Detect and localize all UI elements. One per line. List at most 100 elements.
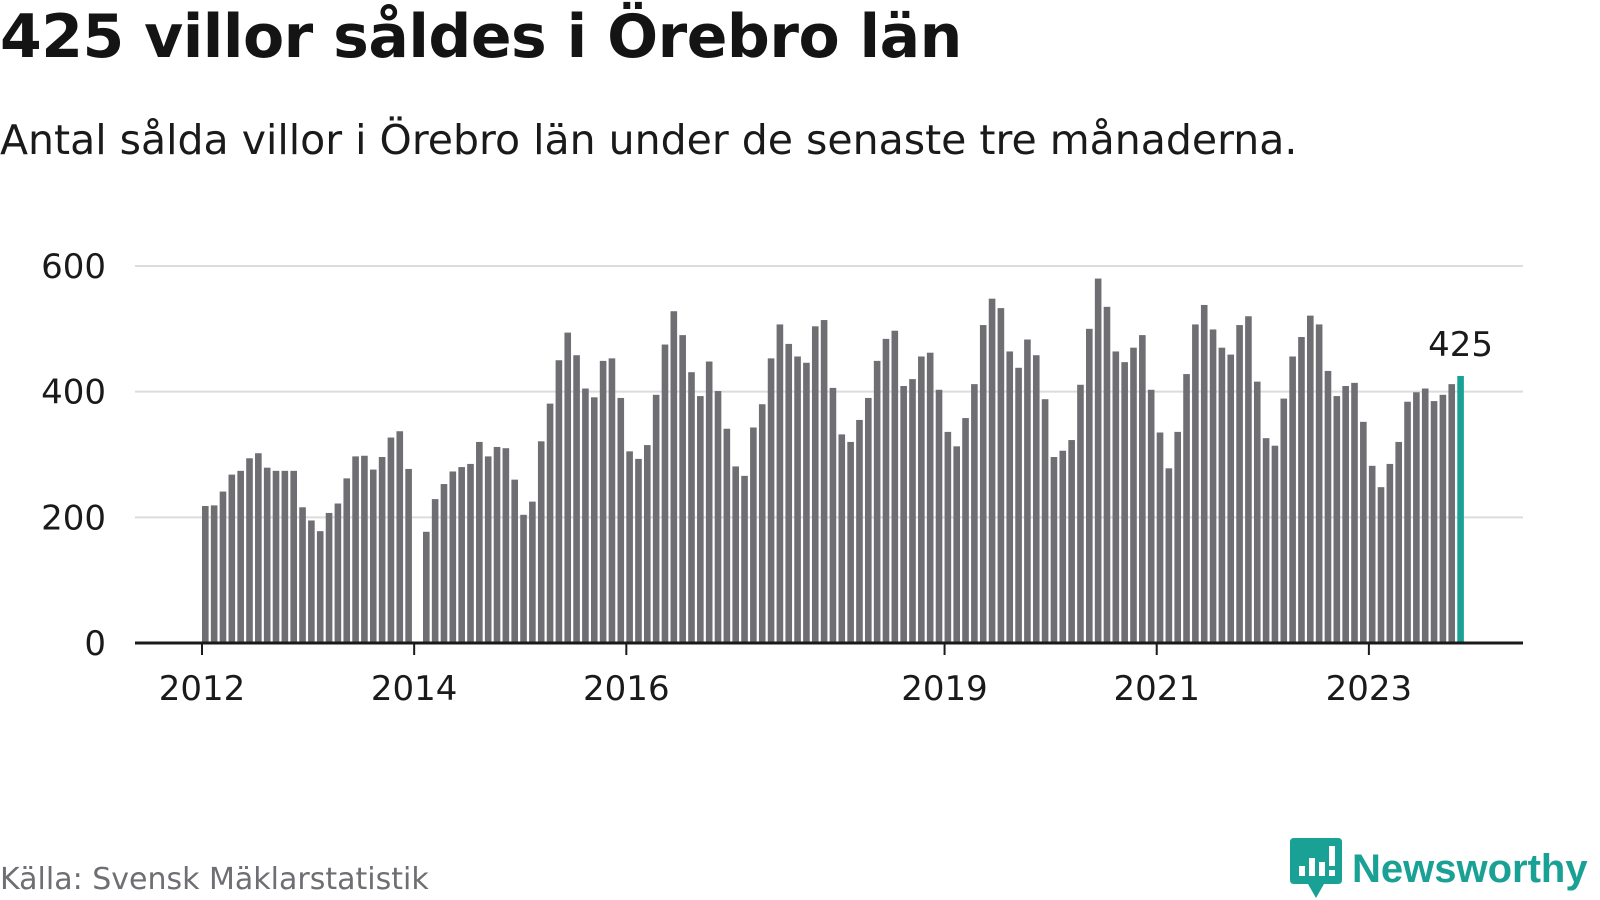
- bar: [272, 470, 280, 643]
- bar: [387, 437, 395, 643]
- y-tick-label: 400: [41, 373, 106, 413]
- bar: [1024, 339, 1031, 643]
- bar: [856, 419, 863, 643]
- bar: [1059, 450, 1067, 643]
- brand-name: Newsworthy: [1352, 846, 1588, 891]
- bar: [1289, 356, 1296, 643]
- bar: [1077, 384, 1084, 643]
- bar: [829, 387, 837, 643]
- bar: [909, 379, 916, 643]
- bar: [1307, 315, 1314, 643]
- bar: [1421, 388, 1429, 643]
- bar: [1156, 432, 1164, 643]
- bar: [1360, 421, 1367, 643]
- bar: [767, 358, 775, 643]
- bar: [316, 531, 324, 643]
- bar: [228, 474, 236, 643]
- highlighted-bar: [1457, 375, 1464, 643]
- bar: [1112, 351, 1120, 643]
- bar: [405, 468, 412, 643]
- bar: [423, 531, 430, 643]
- bar: [820, 320, 828, 643]
- bar: [1333, 396, 1341, 643]
- bar: [1395, 441, 1402, 643]
- bar: [873, 360, 881, 643]
- bar: [811, 326, 819, 643]
- bar: [237, 470, 244, 643]
- bar: [1368, 465, 1376, 643]
- x-tick-label: 2012: [159, 669, 246, 709]
- bar: [1430, 401, 1438, 643]
- bar: [458, 467, 465, 643]
- bar: [334, 503, 342, 643]
- x-tick-label: 2016: [583, 669, 670, 709]
- bar: [1139, 335, 1146, 643]
- bar: [529, 501, 536, 643]
- x-tick-label: 2019: [901, 669, 988, 709]
- bar: [1227, 354, 1235, 643]
- bar: [1032, 355, 1040, 643]
- bar: [608, 358, 616, 643]
- highlight-value-label: 425: [1428, 325, 1493, 365]
- bar: [1262, 438, 1270, 643]
- chart-speech-bubble-icon: [1290, 838, 1342, 898]
- bar: [803, 362, 810, 643]
- x-tick-label: 2014: [371, 669, 458, 709]
- bar: [555, 360, 563, 643]
- bar: [484, 456, 492, 643]
- bar: [635, 458, 642, 643]
- bar: [493, 446, 501, 643]
- bar: [281, 470, 289, 643]
- bar: [325, 512, 333, 643]
- bar: [1086, 328, 1093, 643]
- bar: [369, 469, 377, 643]
- bar: [679, 335, 686, 643]
- bar: [1041, 399, 1049, 643]
- bar: [476, 441, 483, 643]
- bar: [1315, 324, 1323, 643]
- bar: [343, 478, 351, 643]
- x-tick-label: 2021: [1113, 669, 1200, 709]
- bar: [1015, 367, 1022, 643]
- bar: [263, 467, 271, 643]
- bar: [1121, 362, 1128, 643]
- bar: [1200, 304, 1208, 643]
- bar: [1183, 374, 1190, 643]
- bar: [440, 484, 448, 643]
- source-note: Källa: Svensk Mäklarstatistik: [0, 862, 429, 897]
- bar: [210, 505, 218, 643]
- bar: [1298, 337, 1305, 643]
- bar: [661, 344, 669, 643]
- bar: [847, 441, 854, 643]
- bar: [378, 457, 386, 643]
- bar: [1192, 324, 1199, 643]
- bar: [1147, 389, 1155, 643]
- bar: [705, 361, 713, 643]
- bar: [1103, 306, 1111, 643]
- bar: [865, 397, 872, 643]
- bar: [776, 324, 784, 643]
- bar: [1342, 386, 1349, 643]
- bar: [1130, 347, 1137, 643]
- bar: [1448, 384, 1456, 643]
- bar: [246, 458, 253, 643]
- bar: [918, 356, 925, 643]
- bar: [758, 404, 766, 643]
- bar: [926, 352, 934, 643]
- bar: [502, 448, 510, 643]
- bar: [785, 343, 793, 643]
- bar: [652, 394, 660, 643]
- chart-subtitle: Antal sålda villor i Örebro län under de…: [0, 116, 1298, 164]
- bar: [962, 418, 969, 643]
- bar: [299, 507, 306, 643]
- bar: [944, 431, 952, 643]
- bar: [794, 356, 801, 643]
- bar: [1094, 278, 1102, 643]
- bar: [1050, 457, 1058, 643]
- bar: [202, 506, 209, 643]
- y-tick-label: 0: [84, 624, 106, 664]
- bar: [511, 479, 518, 643]
- bar: [449, 471, 457, 643]
- bar: [290, 470, 297, 643]
